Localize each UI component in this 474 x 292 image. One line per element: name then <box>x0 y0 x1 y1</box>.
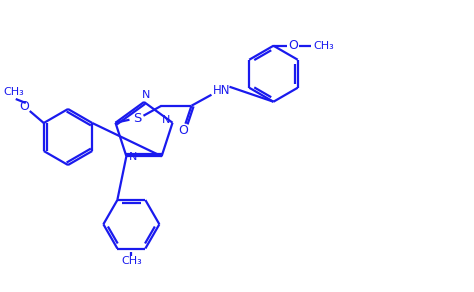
Text: O: O <box>179 124 188 137</box>
Text: CH₃: CH₃ <box>121 256 142 266</box>
Text: CH₃: CH₃ <box>313 41 334 51</box>
Text: N: N <box>162 115 171 125</box>
Text: CH₃: CH₃ <box>3 87 24 97</box>
Text: O: O <box>19 100 29 114</box>
Text: N: N <box>142 90 150 100</box>
Text: HN: HN <box>213 84 230 97</box>
Text: O: O <box>289 39 299 52</box>
Text: N: N <box>129 152 137 162</box>
Text: S: S <box>133 112 142 125</box>
